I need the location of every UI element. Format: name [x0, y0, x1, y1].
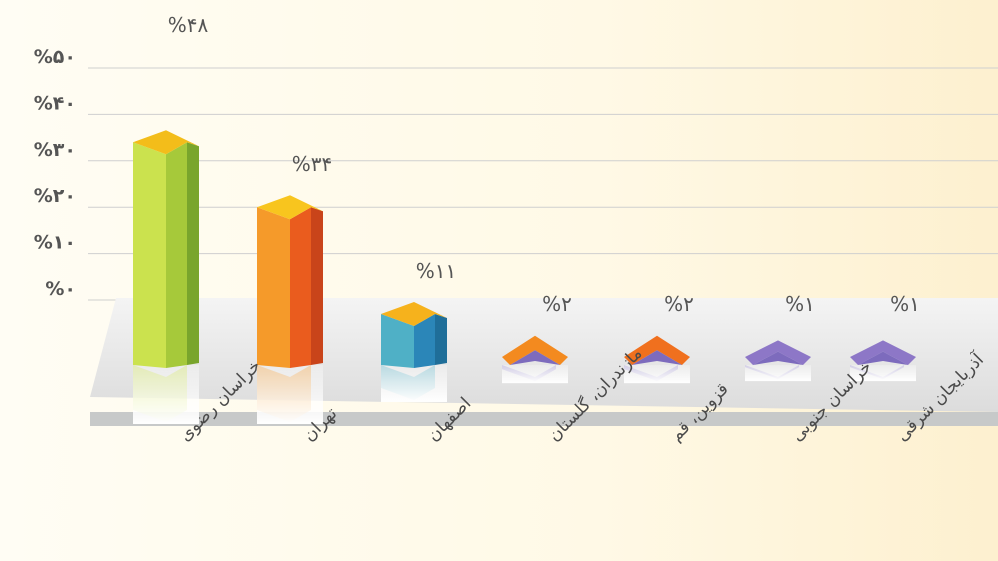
- data-label: %۲: [664, 292, 694, 316]
- bar-7: [850, 340, 916, 382]
- y-tick-label: %۴۰: [34, 92, 76, 114]
- data-label: %۴۸: [168, 13, 209, 37]
- bar-6: [745, 340, 811, 382]
- data-label: %۱۱: [416, 259, 457, 283]
- data-labels: %۴۸ %۳۴ %۱۱ %۲ %۲ %۱ %۱: [168, 13, 920, 316]
- gridlines: [88, 67, 998, 301]
- bar-5: [624, 335, 690, 384]
- data-label: %۳۴: [292, 152, 333, 176]
- bar-3: [381, 301, 447, 402]
- y-tick-label: %۵۰: [34, 46, 76, 68]
- bar-2: [257, 195, 323, 424]
- data-label: %۱: [785, 292, 815, 316]
- data-label: %۱: [890, 292, 920, 316]
- y-tick-label: %۰: [45, 278, 76, 300]
- y-tick-label: %۳۰: [34, 139, 76, 161]
- y-tick-label: %۲۰: [34, 185, 76, 207]
- y-tick-label: %۱۰: [34, 232, 76, 254]
- data-label: %۲: [542, 292, 572, 316]
- bars: [133, 130, 916, 424]
- bar-1: [133, 130, 199, 424]
- y-axis-ticks: %۰ %۱۰ %۲۰ %۳۰ %۴۰ %۵۰: [34, 46, 76, 300]
- bar-4: [502, 335, 568, 384]
